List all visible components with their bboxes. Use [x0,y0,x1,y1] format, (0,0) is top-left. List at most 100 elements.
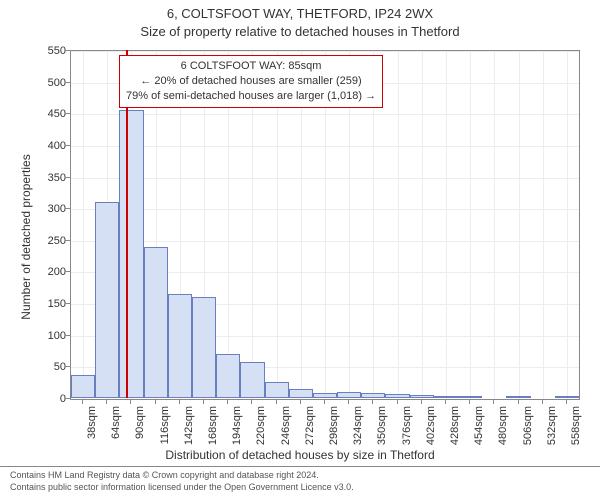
y-tick-mark [65,208,70,209]
x-tick-label: 116sqm [159,406,171,456]
x-tick-label: 220sqm [255,406,267,456]
x-tick-mark [493,399,494,404]
chart-container: { "titles": { "line1": "6, COLTSFOOT WAY… [0,0,600,500]
vgrid-line [470,51,471,399]
histogram-bar [361,393,385,398]
vgrid-line [494,51,495,399]
y-tick-label: 500 [26,77,66,89]
x-tick-label: 272sqm [304,406,316,456]
x-tick-mark [203,399,204,404]
x-tick-label: 350sqm [376,406,388,456]
x-tick-mark [82,399,83,404]
histogram-bar [289,389,313,398]
histogram-bar [216,354,240,398]
x-tick-label: 454sqm [473,406,485,456]
vgrid-line [446,51,447,399]
x-tick-mark [300,399,301,404]
x-tick-label: 142sqm [183,406,195,456]
y-tick-label: 550 [26,45,66,57]
x-tick-mark [324,399,325,404]
y-tick-mark [65,177,70,178]
y-tick-label: 250 [26,235,66,247]
x-tick-label: 402sqm [425,406,437,456]
y-tick-label: 50 [26,361,66,373]
histogram-bar [385,394,409,398]
x-tick-label: 64sqm [110,406,122,456]
y-tick-label: 100 [26,330,66,342]
y-tick-label: 300 [26,203,66,215]
y-tick-mark [65,398,70,399]
annotation-line-3: 79% of semi-detached houses are larger (… [126,89,376,104]
y-tick-mark [65,50,70,51]
vgrid-line [398,51,399,399]
x-tick-mark [566,399,567,404]
y-tick-label: 400 [26,140,66,152]
x-tick-label: 168sqm [207,406,219,456]
y-tick-mark [65,303,70,304]
annotation-line-2: ← 20% of detached houses are smaller (25… [126,74,376,89]
footer-line-1: Contains HM Land Registry data © Crown c… [10,470,590,482]
y-tick-label: 350 [26,172,66,184]
x-tick-label: 90sqm [134,406,146,456]
histogram-bar [192,297,216,398]
y-tick-label: 0 [26,393,66,405]
y-tick-mark [65,271,70,272]
histogram-bar [119,110,143,398]
x-tick-mark [251,399,252,404]
x-tick-label: 38sqm [86,406,98,456]
y-tick-label: 150 [26,298,66,310]
x-tick-mark [179,399,180,404]
x-tick-mark [469,399,470,404]
vgrid-line [543,51,544,399]
x-tick-mark [348,399,349,404]
annotation-line-1: 6 COLTSFOOT WAY: 85sqm [126,59,376,74]
x-tick-mark [130,399,131,404]
x-tick-mark [445,399,446,404]
x-tick-mark [421,399,422,404]
chart-title-address: 6, COLTSFOOT WAY, THETFORD, IP24 2WX [0,6,600,21]
vgrid-line [83,51,84,399]
histogram-bar [506,396,530,398]
vgrid-line [422,51,423,399]
plot-frame: 6 COLTSFOOT WAY: 85sqm ← 20% of detached… [70,50,580,400]
y-tick-mark [65,240,70,241]
histogram-bar [71,375,95,398]
histogram-bar [313,393,337,398]
x-tick-label: 298sqm [328,406,340,456]
histogram-bar [144,247,168,398]
y-tick-mark [65,335,70,336]
y-tick-mark [65,145,70,146]
histogram-bar [337,392,361,398]
histogram-bar [240,362,264,398]
x-tick-mark [155,399,156,404]
vgrid-line [519,51,520,399]
y-tick-label: 200 [26,266,66,278]
annotation-box: 6 COLTSFOOT WAY: 85sqm ← 20% of detached… [119,55,383,108]
x-tick-label: 480sqm [497,406,509,456]
x-tick-label: 532sqm [546,406,558,456]
histogram-bar [168,294,192,398]
x-tick-mark [227,399,228,404]
x-tick-mark [397,399,398,404]
x-tick-mark [518,399,519,404]
x-tick-label: 324sqm [352,406,364,456]
y-tick-mark [65,366,70,367]
y-tick-mark [65,82,70,83]
plot-area: 6 COLTSFOOT WAY: 85sqm ← 20% of detached… [70,50,580,400]
x-tick-mark [372,399,373,404]
x-tick-mark [276,399,277,404]
chart-title-subtitle: Size of property relative to detached ho… [0,24,600,39]
x-tick-label: 428sqm [449,406,461,456]
x-tick-label: 194sqm [231,406,243,456]
y-tick-mark [65,113,70,114]
x-tick-label: 558sqm [570,406,582,456]
x-tick-label: 506sqm [522,406,534,456]
histogram-bar [95,202,119,398]
vgrid-line [567,51,568,399]
x-tick-label: 376sqm [401,406,413,456]
x-tick-mark [542,399,543,404]
y-tick-label: 450 [26,108,66,120]
histogram-bar [265,382,289,398]
x-tick-mark [106,399,107,404]
histogram-bar [410,395,434,398]
